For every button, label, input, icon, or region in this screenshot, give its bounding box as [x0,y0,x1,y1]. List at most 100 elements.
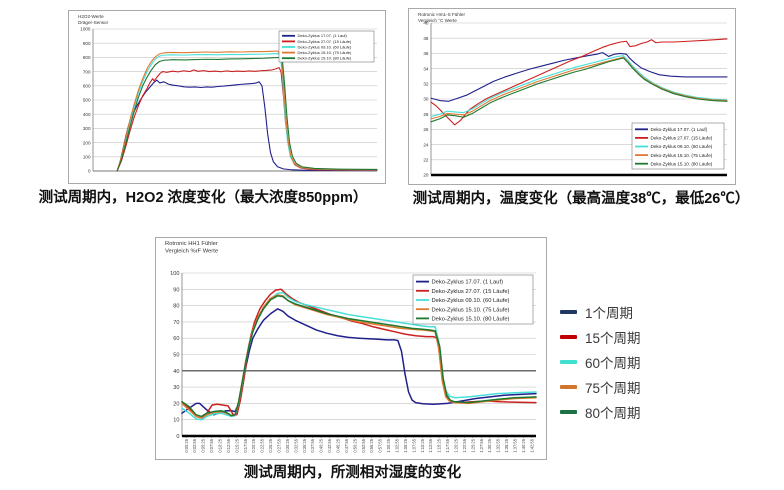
x-axis-tick-label: 0:27:55 [277,438,282,452]
x-axis-tick-label: 1:35:25 [504,438,509,452]
x-axis-tick-label: 1:12:55 [428,438,433,452]
legend-color-swatch [560,335,577,339]
series-line [430,52,728,102]
chart-legend-box [412,274,534,325]
y-axis-tick-label: 32 [423,81,429,86]
legend-item-label: 60个周期 [585,356,641,371]
x-axis-tick-label: 0:37:55 [310,438,315,452]
chart-title-line: H2O2-Werte [78,14,104,19]
legend-entry-label: Deko-Zyklus 09.10. (60 Läufe) [651,144,713,149]
x-axis-tick-label: 0:05:25 [201,438,206,452]
legend-item-label: 80个周期 [585,406,641,421]
x-axis-tick-label: 0:02:55 [192,438,197,452]
y-axis-tick-label: 100 [170,271,179,277]
series-line [116,56,378,172]
temperature-chart: Rotronic Hm1-S Fühler Vergleich °C Werte 2… [408,8,736,185]
legend-color-swatch [560,360,577,364]
x-axis-tick-label: 1:02:55 [395,438,400,452]
y-axis-tick-label: 36 [423,51,429,56]
humidity-caption: 测试周期内，所测相对湿度的变化 [243,465,462,481]
x-axis-tick-label: 1:22:55 [462,438,467,452]
legend-entry-label: Deko-Zyklus 27.07. (15 Läufe) [298,39,352,44]
legend-entry-label: Deko-Zyklus 15.10. (80 Läufe) [651,161,713,166]
x-axis-tick-label: 0:45:25 [336,438,341,452]
y-axis-tick-label: 50 [173,353,179,359]
chart-title-line: Rotronic Hm1-S Fühler [418,12,465,17]
x-axis-tick-label: 0:32:55 [293,438,298,452]
x-axis-tick-label: 1:07:55 [411,438,416,452]
series-line [116,67,378,172]
series-line [430,55,728,118]
x-axis-tick-label: 1:25:25 [470,438,475,452]
x-axis-tick-label: 0:40:25 [319,438,324,452]
y-axis-tick-label: 900 [83,41,91,46]
legend-item: 80个周期 [560,403,641,421]
legend-entry-label: Deko-Zyklus 09.10. (60 Läufe) [298,44,352,49]
y-axis-tick-label: 60 [173,336,179,342]
legend-color-swatch [560,385,577,389]
y-axis-tick-label: 30 [423,97,429,102]
series-line [116,50,378,172]
x-axis-tick-label: 1:30:25 [487,438,492,452]
x-axis-tick-label: 1:15:25 [437,438,442,452]
series-line [430,56,728,120]
x-axis-tick-label: 0:00:25 [184,438,189,452]
x-axis-tick-label: 0:57:55 [378,438,383,452]
x-axis-tick-label: 0:50:25 [352,438,357,452]
y-axis-tick-label: 28 [423,112,429,117]
y-axis-tick-label: 40 [423,21,429,26]
y-axis-tick-label: 20 [423,173,429,178]
y-axis-tick-label: 10 [173,418,179,424]
legend-item-label: 15个周期 [585,331,641,346]
x-axis-tick-label: 0:07:55 [209,438,214,452]
x-axis-tick-label: 0:15:25 [234,438,239,452]
h2o2-concentration-chart: H2O2-Werte Dräger-Sensor 0 100 200 300 400 500 6… [68,10,386,184]
legend-item-label: 75个周期 [585,381,641,396]
x-axis-tick-label: 1:40:25 [521,438,526,452]
y-axis-tick-label: 0 [176,434,179,440]
y-axis-tick-label: 26 [423,127,429,132]
x-axis-tick-label: 1:17:55 [445,438,450,452]
series-line [430,38,728,126]
y-axis-tick-label: 200 [83,140,91,145]
x-axis-tick-label: 0:17:55 [243,438,248,452]
y-axis-tick-label: 70 [173,320,179,326]
legend-entry-label: Deko-Zyklus 09.10. (60 Läufe) [432,298,510,304]
legend-entry-label: Deko-Zyklus 27.07. (15 Läufe) [432,289,510,295]
y-axis-tick-label: 24 [423,142,429,147]
y-axis-tick-label: 1000 [80,27,91,32]
h2o2-caption: 测试周期内，H2O2 浓度变化（最大浓度850ppm） [38,190,368,206]
series-line [116,79,378,172]
x-axis-tick-label: 0:10:25 [218,438,223,452]
chart-title-line: Rotronic HH1 Fühler [165,241,218,247]
humidity-chart: Rotronic HH1 Fühler Vergleich %rF Werte 0 1… [155,237,547,460]
chart-title-line: Dräger-Sensor [78,20,109,25]
series-line [430,57,728,123]
legend-item-label: 1个周期 [585,306,634,321]
x-axis-tick-label: 1:37:55 [513,438,518,452]
y-axis-tick-label: 20 [173,401,179,407]
legend-entry-label: Deko-Zyklus 15.10. (80 Läufe) [432,316,510,322]
temperature-caption: 测试周期内，温度变化（最高温度38℃，最低26℃） [412,191,750,207]
x-axis-tick-label: 1:42:55 [529,438,534,452]
y-axis-tick-label: 40 [173,369,179,375]
y-axis-tick-label: 600 [83,83,91,88]
series-line [181,295,537,418]
legend-color-swatch [560,310,577,314]
y-axis-tick-label: 700 [83,69,91,74]
x-axis-tick-label: 0:47:55 [344,438,349,452]
legend-entry-label: Deko-Zyklus 27.07. (15 Läufe) [651,136,713,141]
x-axis-tick-label: 0:20:25 [251,438,256,452]
y-axis-tick-label: 800 [83,55,91,60]
x-axis-tick-label: 0:52:55 [361,438,366,452]
y-axis-tick-label: 300 [83,126,91,131]
legend-item: 60个周期 [560,353,641,371]
legend-entry-label: Deko-Zyklus 15.10. (80 Läufe) [298,56,352,61]
series-line [181,308,537,416]
legend-entry-label: Deko-Zyklus 15.10. (75 Läufe) [651,153,713,158]
legend-entry-label: Deko-Zyklus 15.10. (75 Läufe) [298,50,352,55]
y-axis-tick-label: 34 [423,66,429,71]
